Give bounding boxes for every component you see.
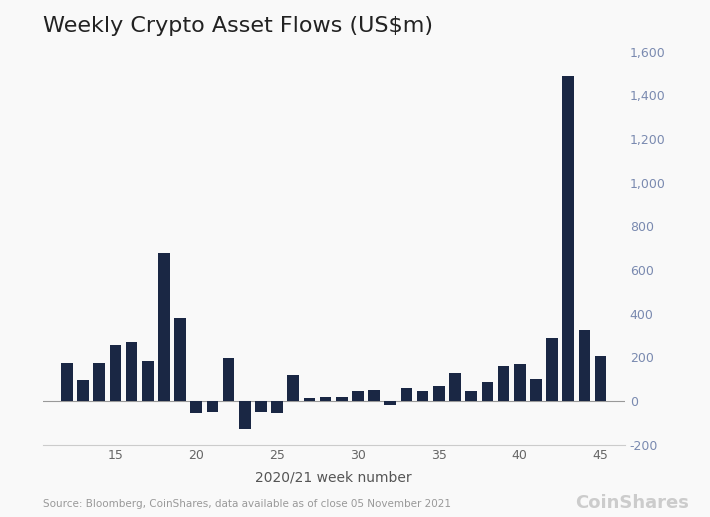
Bar: [417, 391, 428, 401]
Bar: [239, 401, 251, 429]
Bar: [61, 363, 72, 401]
Bar: [109, 345, 121, 401]
Bar: [449, 373, 461, 401]
Bar: [433, 386, 444, 401]
Bar: [562, 75, 574, 401]
Bar: [174, 318, 186, 401]
Bar: [385, 401, 396, 405]
Text: Weekly Crypto Asset Flows (US$m): Weekly Crypto Asset Flows (US$m): [43, 16, 432, 36]
Bar: [94, 363, 105, 401]
Text: CoinShares: CoinShares: [575, 494, 689, 512]
Bar: [400, 388, 413, 401]
Bar: [595, 356, 606, 401]
Bar: [546, 338, 558, 401]
Bar: [255, 401, 267, 412]
Bar: [320, 397, 332, 401]
Bar: [126, 342, 137, 401]
Bar: [271, 401, 283, 413]
Bar: [207, 401, 218, 412]
Bar: [223, 358, 234, 401]
Text: Source: Bloomberg, CoinShares, data available as of close 05 November 2021: Source: Bloomberg, CoinShares, data avai…: [43, 499, 451, 509]
Bar: [158, 252, 170, 401]
Bar: [142, 360, 153, 401]
Bar: [352, 391, 364, 401]
Bar: [530, 379, 542, 401]
Bar: [77, 380, 89, 401]
Bar: [498, 366, 509, 401]
Bar: [336, 397, 348, 401]
Bar: [514, 364, 525, 401]
Bar: [304, 398, 315, 401]
Bar: [288, 375, 299, 401]
Bar: [465, 391, 477, 401]
X-axis label: 2020/21 week number: 2020/21 week number: [256, 471, 412, 485]
Bar: [368, 390, 380, 401]
Bar: [579, 330, 590, 401]
Bar: [190, 401, 202, 413]
Bar: [481, 383, 493, 401]
